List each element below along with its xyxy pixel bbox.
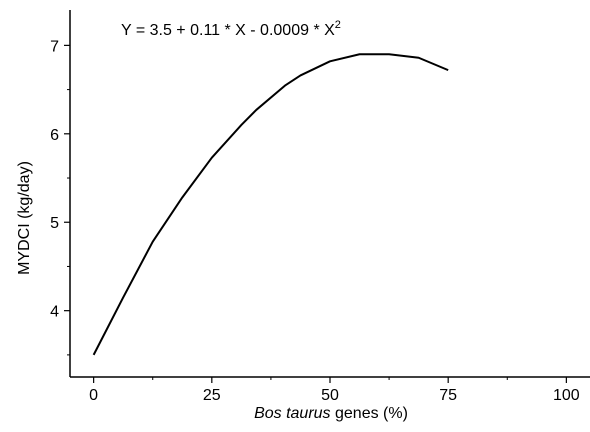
series-line [92, 53, 449, 356]
y-axis-title: MYDCI (kg/day) [16, 161, 33, 275]
x-axis-title: Bos taurus genes (%) [254, 405, 408, 422]
equation-text: Y = 3.5 + 0.11 * X - 0.0009 * X [121, 22, 335, 39]
x-tick-label: 0 [89, 387, 98, 404]
y-tick-label: 4 [50, 304, 59, 321]
y-tick-label: 7 [50, 38, 59, 55]
axes [69, 10, 590, 378]
plot-area [92, 53, 449, 356]
y-axis-ticks: 4 5 6 7 [50, 38, 70, 356]
y-tick-label: 6 [50, 127, 59, 144]
x-tick-label: 75 [439, 387, 457, 404]
equation-exponent: 2 [335, 19, 341, 31]
x-axis-ticks: 0 25 50 75 100 [89, 377, 580, 404]
x-axis-title-rest: genes (%) [331, 405, 408, 422]
equation-annotation: Y = 3.5 + 0.11 * X - 0.0009 * X2 [121, 19, 341, 39]
x-tick-label: 50 [321, 387, 339, 404]
y-tick-label: 5 [50, 215, 59, 232]
x-axis-title-italic: Bos taurus [254, 405, 330, 422]
x-tick-label: 100 [553, 387, 580, 404]
x-tick-label: 25 [203, 387, 221, 404]
